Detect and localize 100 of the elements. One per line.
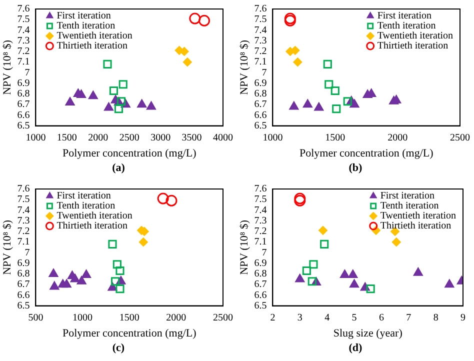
y-tick-label: 6.9 bbox=[254, 78, 267, 89]
x-tick-label: 2000 bbox=[88, 132, 108, 144]
y-tick-label: 7.6 bbox=[17, 184, 30, 195]
legend-label: Thirtieth iteration bbox=[380, 220, 452, 232]
y-tick-label: 6.6 bbox=[254, 290, 267, 301]
y-tick-label: 7 bbox=[24, 247, 30, 258]
x-tick-label: 4000 bbox=[213, 132, 233, 144]
legend-label: Tenth iteration bbox=[380, 200, 439, 212]
y-tick-label: 7 bbox=[262, 67, 267, 78]
legend-label: Thirtieth iteration bbox=[56, 220, 128, 232]
y-axis-title: NPV (10⁸ $) bbox=[238, 220, 250, 275]
y-tick-label: 6.9 bbox=[254, 258, 267, 269]
x-tick-label: 1500 bbox=[325, 132, 346, 144]
y-tick-label: 7.2 bbox=[254, 226, 267, 238]
x-tick-label: 3500 bbox=[182, 132, 202, 144]
legend-label: Twentieth iteration bbox=[377, 30, 454, 42]
x-tick-label: 5 bbox=[352, 312, 357, 324]
legend-label: Tenth iteration bbox=[56, 200, 116, 212]
y-tick-label: 6.9 bbox=[17, 258, 30, 269]
y-axis-title: NPV (10⁸ $) bbox=[238, 40, 250, 95]
y-tick-label: 6.8 bbox=[17, 268, 30, 280]
legend-label: Thirtieth iteration bbox=[377, 40, 448, 52]
y-tick-label: 7.5 bbox=[17, 14, 30, 26]
x-tick-label: 1500 bbox=[119, 312, 140, 324]
y-tick-label: 6.7 bbox=[17, 279, 30, 290]
y-tick-label: 7.3 bbox=[254, 215, 267, 226]
text: (c) bbox=[112, 341, 125, 356]
y-tick-label: 6.5 bbox=[254, 300, 267, 312]
y-tick-label: 7.2 bbox=[254, 46, 267, 58]
y-tick-label: 7.3 bbox=[17, 215, 30, 226]
y-tick-label: 6.6 bbox=[17, 290, 30, 301]
y-tick-label: 7.4 bbox=[17, 204, 30, 216]
y-tick-label: 7.6 bbox=[254, 4, 267, 15]
legend-label: Tenth iteration bbox=[377, 20, 436, 32]
y-tick-label: 7.6 bbox=[254, 184, 267, 195]
y-tick-label: 6.6 bbox=[254, 110, 267, 121]
x-tick-label: 7 bbox=[406, 312, 412, 324]
y-tick-label: 7.1 bbox=[254, 236, 267, 248]
y-tick-label: 7.1 bbox=[254, 56, 267, 68]
y-tick-label: 7.3 bbox=[254, 35, 267, 46]
x-tick-label: 2 bbox=[270, 312, 276, 324]
y-axis-title: NPV (10⁸ $) bbox=[1, 40, 14, 95]
y-tick-label: 6.9 bbox=[17, 78, 30, 89]
text: (a) bbox=[112, 161, 125, 176]
x-axis-title: Polymer concentration (mg/L) bbox=[299, 147, 434, 160]
x-tick-label: 2500 bbox=[119, 132, 140, 144]
y-tick-label: 7.4 bbox=[17, 24, 30, 36]
y-tick-label: 6.8 bbox=[17, 88, 30, 100]
legend-label: Twentieth iteration bbox=[56, 210, 132, 222]
x-tick-label: 2000 bbox=[166, 312, 186, 324]
y-tick-label: 6.7 bbox=[254, 279, 267, 290]
x-tick-label: 4 bbox=[324, 312, 330, 324]
x-tick-label: 2500 bbox=[213, 312, 233, 324]
x-axis-title: Polymer concentration (mg/L) bbox=[62, 327, 197, 340]
y-tick-label: 7.5 bbox=[17, 194, 30, 206]
x-tick-label: 6 bbox=[378, 312, 384, 324]
x-tick-label: 3 bbox=[297, 312, 302, 324]
x-tick-label: 500 bbox=[28, 312, 44, 324]
x-tick-label: 2000 bbox=[388, 132, 408, 144]
y-tick-label: 7.4 bbox=[254, 24, 267, 36]
text: (d) bbox=[348, 341, 362, 356]
y-tick-label: 6.8 bbox=[254, 268, 267, 280]
legend-label: Thirtieth iteration bbox=[56, 40, 128, 52]
x-tick-label: 1000 bbox=[262, 132, 283, 144]
legend-label: First iteration bbox=[56, 10, 111, 22]
x-axis-title: Slug size (year) bbox=[333, 327, 403, 340]
y-tick-label: 6.6 bbox=[17, 110, 30, 121]
y-tick-label: 6.7 bbox=[254, 99, 267, 110]
y-tick-label: 7.6 bbox=[17, 4, 30, 15]
legend-label: First iteration bbox=[377, 10, 432, 22]
y-tick-label: 6.7 bbox=[17, 99, 30, 110]
y-tick-label: 6.5 bbox=[254, 120, 267, 132]
legend-label: Tenth iteration bbox=[56, 20, 116, 32]
y-tick-label: 7.1 bbox=[17, 236, 30, 248]
y-tick-label: 7.5 bbox=[254, 194, 267, 206]
y-tick-label: 7.5 bbox=[254, 14, 267, 26]
y-tick-label: 7 bbox=[262, 247, 267, 258]
y-tick-label: 7.1 bbox=[17, 56, 30, 68]
x-tick-label: 1500 bbox=[56, 132, 77, 144]
text: (b) bbox=[348, 161, 362, 176]
y-tick-label: 7.2 bbox=[17, 226, 30, 238]
y-tick-label: 6.5 bbox=[17, 300, 30, 312]
y-tick-label: 7 bbox=[24, 67, 30, 78]
legend-label: Twentieth iteration bbox=[380, 210, 456, 222]
y-tick-label: 6.5 bbox=[17, 120, 30, 132]
legend-label: First iteration bbox=[380, 190, 435, 202]
y-tick-label: 7.3 bbox=[17, 35, 30, 46]
x-tick-label: 9 bbox=[460, 312, 466, 324]
x-tick-label: 3000 bbox=[150, 132, 171, 144]
legend-label: Twentieth iteration bbox=[56, 30, 132, 42]
x-axis-title: Polymer concentration (mg/L) bbox=[62, 147, 197, 160]
legend-label: First iteration bbox=[56, 190, 111, 202]
y-tick-label: 6.8 bbox=[254, 88, 267, 100]
y-axis-title: NPV (10⁸ $) bbox=[1, 220, 14, 275]
x-tick-label: 1000 bbox=[72, 312, 93, 324]
y-tick-label: 7.2 bbox=[17, 46, 30, 58]
x-tick-label: 2500 bbox=[450, 132, 470, 144]
x-tick-label: 1000 bbox=[26, 132, 46, 144]
y-tick-label: 7.4 bbox=[254, 204, 267, 216]
x-tick-label: 8 bbox=[433, 312, 438, 324]
